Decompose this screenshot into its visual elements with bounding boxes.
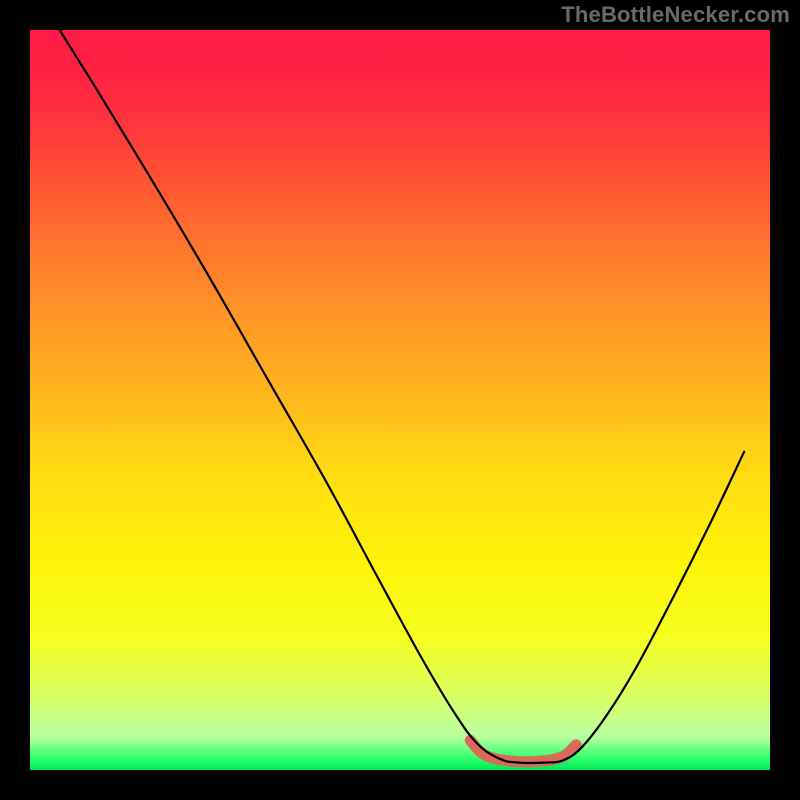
gradient-background [30,30,770,770]
chart-stage: TheBottleNecker.com [0,0,800,800]
chart-svg [0,0,800,800]
watermark-text: TheBottleNecker.com [561,2,790,28]
